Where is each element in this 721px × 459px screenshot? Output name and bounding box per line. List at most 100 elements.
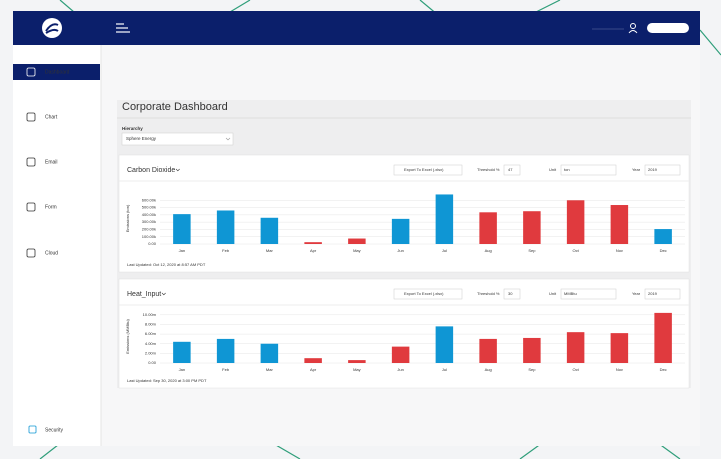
x-tick-label: Sep bbox=[528, 367, 536, 372]
x-tick-label: Oct bbox=[573, 367, 580, 372]
logo[interactable] bbox=[42, 18, 62, 38]
bar bbox=[435, 326, 454, 363]
y-axis-label: Emissions (ton) bbox=[125, 204, 130, 232]
threshold-input[interactable] bbox=[503, 288, 521, 300]
unit-label: Unit bbox=[549, 291, 557, 296]
year-input[interactable] bbox=[644, 164, 681, 176]
sidebar-item[interactable]: Chart bbox=[45, 114, 58, 120]
threshold-value[interactable]: 47 bbox=[508, 167, 513, 172]
user-pill[interactable] bbox=[647, 23, 689, 33]
bar bbox=[654, 312, 672, 363]
bar bbox=[260, 217, 279, 244]
sidebar-item[interactable]: Email bbox=[45, 159, 58, 165]
year-label: Year bbox=[632, 291, 641, 296]
sidebar-icon[interactable] bbox=[26, 67, 36, 77]
bar bbox=[173, 214, 191, 244]
x-tick-label: Jun bbox=[397, 248, 403, 253]
unit-select[interactable] bbox=[560, 164, 617, 176]
threshold-label: Threshold % bbox=[477, 167, 500, 172]
x-tick-label: Aug bbox=[485, 367, 492, 372]
bar bbox=[523, 211, 541, 244]
bar bbox=[479, 338, 497, 363]
sidebar-icon[interactable] bbox=[26, 157, 36, 167]
sidebar-item[interactable]: Cloud bbox=[45, 250, 58, 256]
sidebar-item[interactable]: Dashboard bbox=[45, 69, 70, 75]
sidebar-icon[interactable] bbox=[26, 248, 36, 258]
x-tick-label: Mar bbox=[266, 367, 274, 372]
x-tick-label: Nov bbox=[616, 367, 623, 372]
y-tick-label: 2.00m bbox=[145, 350, 157, 355]
year-input[interactable] bbox=[644, 288, 681, 300]
export-label[interactable]: Export To Excel (.xlsx) bbox=[404, 291, 444, 296]
x-tick-label: Jul bbox=[442, 248, 447, 253]
year-value[interactable]: 2019 bbox=[648, 291, 658, 296]
x-tick-label: Jul bbox=[442, 367, 447, 372]
hierarchy-label: Hierarchy bbox=[122, 126, 143, 131]
bar bbox=[435, 194, 454, 244]
user-icon[interactable] bbox=[630, 23, 636, 29]
x-tick-label: Mar bbox=[266, 248, 274, 253]
threshold-input[interactable] bbox=[503, 164, 521, 176]
last-updated: Last Updated: Sep 30, 2020 at 3:00 PM PD… bbox=[127, 378, 207, 383]
user-icon-body bbox=[628, 30, 638, 34]
unit-value[interactable]: MMBtu bbox=[564, 291, 577, 296]
x-tick-label: Nov bbox=[616, 248, 623, 253]
x-tick-label: Apr bbox=[310, 367, 317, 372]
export-button[interactable] bbox=[393, 164, 463, 176]
security-icon[interactable] bbox=[28, 425, 37, 434]
bar bbox=[260, 343, 279, 363]
x-tick-label: Dec bbox=[660, 248, 667, 253]
menu-icon[interactable] bbox=[116, 23, 130, 33]
bar bbox=[566, 332, 585, 363]
y-tick-label: 0.00 bbox=[148, 360, 157, 365]
y-tick-label: 10.00m bbox=[143, 312, 157, 317]
x-tick-label: Apr bbox=[310, 248, 317, 253]
unit-select[interactable] bbox=[560, 288, 617, 300]
x-tick-label: May bbox=[353, 248, 361, 253]
year-value[interactable]: 2019 bbox=[648, 167, 658, 172]
bar bbox=[304, 242, 322, 244]
sidebar-icon[interactable] bbox=[26, 112, 36, 122]
y-tick-label: 400.00k bbox=[142, 212, 156, 217]
sidebar-item[interactable]: Form bbox=[45, 204, 57, 210]
logo-mark bbox=[45, 23, 59, 34]
sidebar-footer[interactable]: Security bbox=[45, 427, 64, 433]
title-arrow bbox=[175, 168, 180, 172]
x-tick-label: Feb bbox=[222, 367, 230, 372]
unit-value[interactable]: ton bbox=[564, 167, 570, 172]
bar bbox=[304, 358, 322, 363]
x-tick-label: Jan bbox=[179, 248, 185, 253]
y-tick-label: 100.00k bbox=[142, 234, 156, 239]
bar bbox=[654, 229, 672, 244]
chart-title[interactable]: Heat_Input bbox=[127, 291, 161, 298]
bar bbox=[391, 346, 410, 363]
x-tick-label: Sep bbox=[528, 248, 536, 253]
export-button[interactable] bbox=[393, 288, 463, 300]
bar bbox=[479, 212, 497, 244]
sidebar-icon[interactable] bbox=[26, 202, 36, 212]
page-title: Corporate Dashboard bbox=[122, 101, 228, 113]
threshold-value[interactable]: 30 bbox=[508, 291, 513, 296]
title-arrow bbox=[161, 292, 166, 296]
y-tick-label: 8.00m bbox=[145, 322, 157, 327]
export-label[interactable]: Export To Excel (.xlsx) bbox=[404, 167, 444, 172]
unit-label: Unit bbox=[549, 167, 557, 172]
hierarchy-select[interactable] bbox=[121, 132, 234, 146]
bar bbox=[216, 338, 235, 363]
bar bbox=[348, 238, 366, 244]
x-tick-label: Jan bbox=[179, 367, 185, 372]
x-tick-label: Oct bbox=[573, 248, 580, 253]
threshold-label: Threshold % bbox=[477, 291, 500, 296]
y-tick-label: 6.00m bbox=[145, 331, 157, 336]
last-updated: Last Updated: Oct 12, 2020 at 8:57 AM PD… bbox=[127, 262, 206, 267]
y-tick-label: 300.00k bbox=[142, 219, 156, 224]
bar bbox=[173, 341, 191, 363]
y-tick-label: 0.00 bbox=[148, 241, 157, 246]
y-tick-label: 200.00k bbox=[142, 226, 156, 231]
year-label: Year bbox=[632, 167, 641, 172]
chart-title[interactable]: Carbon Dioxide bbox=[127, 167, 175, 174]
bar bbox=[566, 200, 585, 244]
select-arrow bbox=[225, 137, 231, 141]
